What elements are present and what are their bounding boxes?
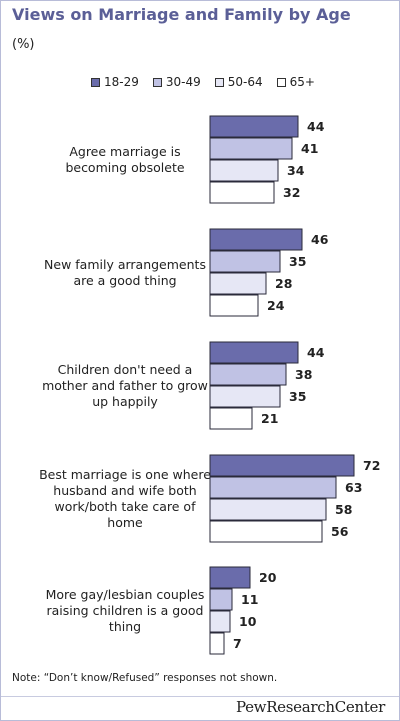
bar [209,363,287,386]
legend-swatch-30-49 [152,77,162,87]
bar [209,476,337,499]
data-label: 35 [289,389,306,404]
legend-label-18-29: 18-29 [104,75,139,89]
legend-swatch-50-64 [214,77,224,87]
bar [209,137,293,160]
pew-research-center-logo: PewResearchCenter [235,698,385,716]
category-label-line: raising children is a good [47,603,204,618]
footnote: Note: “Don’t know/Refused” responses not… [12,672,278,684]
category-label-line: work/both take care of [55,499,197,514]
legend-label-65-plus: 65+ [289,75,315,89]
category-label-line: Children don't need a [58,362,193,377]
category-label-line: Best marriage is one where [39,467,211,482]
data-label: 63 [345,480,362,495]
bar [209,228,303,251]
category-label-line: up happily [92,394,158,409]
data-label: 35 [289,254,306,269]
bar [209,250,281,273]
legend-item-18-29: 18-29 [91,75,139,89]
bar [209,520,323,543]
bar [209,115,299,138]
legend-item-50-64: 50-64 [214,75,263,89]
data-label: 56 [331,524,349,539]
data-label: 20 [259,570,277,585]
data-label: 44 [307,119,325,134]
legend-swatch-65-plus [276,77,286,87]
data-label: 41 [301,141,318,156]
chart-title: Views on Marriage and Family by Age [12,5,351,24]
data-label: 28 [275,276,292,291]
bar [209,498,327,521]
category-label-line: Agree marriage is [69,144,180,159]
bar [209,566,251,589]
bar [209,294,259,317]
legend-label-50-64: 50-64 [227,75,263,89]
category-label-line: home [107,515,143,530]
data-label: 38 [295,367,312,382]
category-label-line: becoming obsolete [65,160,184,175]
category-label-line: husband and wife both [53,483,196,498]
bar [209,385,281,408]
data-label: 21 [261,411,278,426]
data-label: 72 [363,458,380,473]
data-label: 34 [287,163,305,178]
bar [209,610,231,633]
unit-label: (%) [12,37,35,52]
legend: 18-29 30-49 50-64 65+ [91,75,315,89]
category-label-line: are a good thing [73,273,176,288]
bar [209,181,275,204]
category-label-line: More gay/lesbian couples [46,587,205,602]
legend-swatch-18-29 [91,77,100,87]
bar [209,272,267,295]
bar [209,588,233,611]
data-label: 24 [267,298,285,313]
bar [209,632,225,655]
bar [209,407,253,430]
legend-label-30-49: 30-49 [165,75,201,89]
footer-divider [1,696,399,697]
data-label: 7 [233,636,242,651]
legend-item-30-49: 30-49 [152,75,201,89]
data-label: 44 [307,345,325,360]
category-label-line: New family arrangements [44,257,206,272]
data-label: 46 [311,232,329,247]
data-label: 11 [241,592,258,607]
data-label: 58 [335,502,352,517]
legend-item-65-plus: 65+ [276,75,315,89]
data-label: 32 [283,185,300,200]
bar [209,159,279,182]
data-label: 10 [239,614,257,629]
bar [209,454,355,477]
category-label-line: thing [109,619,141,634]
category-label-line: mother and father to grow [42,378,208,393]
bar [209,341,299,364]
